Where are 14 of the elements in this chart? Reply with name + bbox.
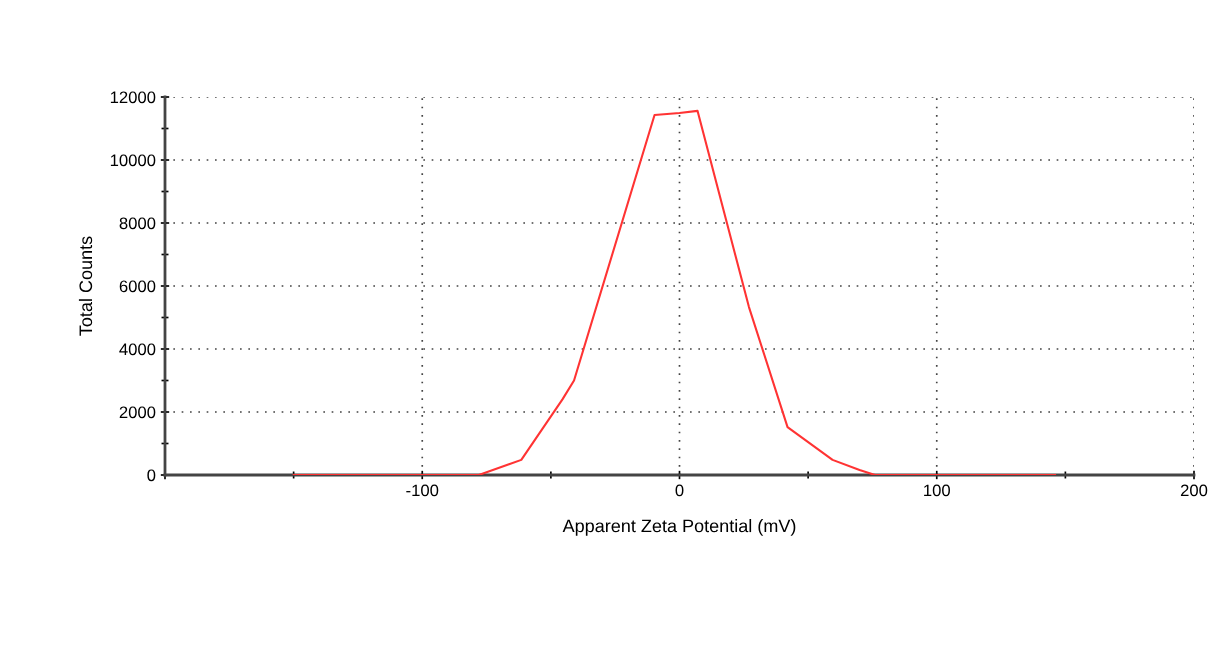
y-tick-label: 4000	[119, 343, 156, 356]
y-tick-label: 10000	[110, 154, 156, 167]
y-tick-label: 12000	[110, 91, 156, 104]
x-axis-title: Apparent Zeta Potential (mV)	[562, 519, 796, 536]
y-tick-label: 6000	[119, 280, 156, 293]
y-tick-label: 0	[147, 469, 156, 482]
line-series	[292, 109, 1057, 475]
x-tick-label: 200	[1180, 484, 1208, 497]
x-tick-label: 100	[924, 484, 950, 497]
y-axis-title: Total Counts	[78, 236, 93, 336]
x-tick-label: -100	[406, 484, 439, 497]
y-tick-label: 2000	[119, 406, 156, 419]
y-tick-label: 8000	[119, 217, 156, 230]
x-tick-label: 0	[675, 484, 684, 497]
